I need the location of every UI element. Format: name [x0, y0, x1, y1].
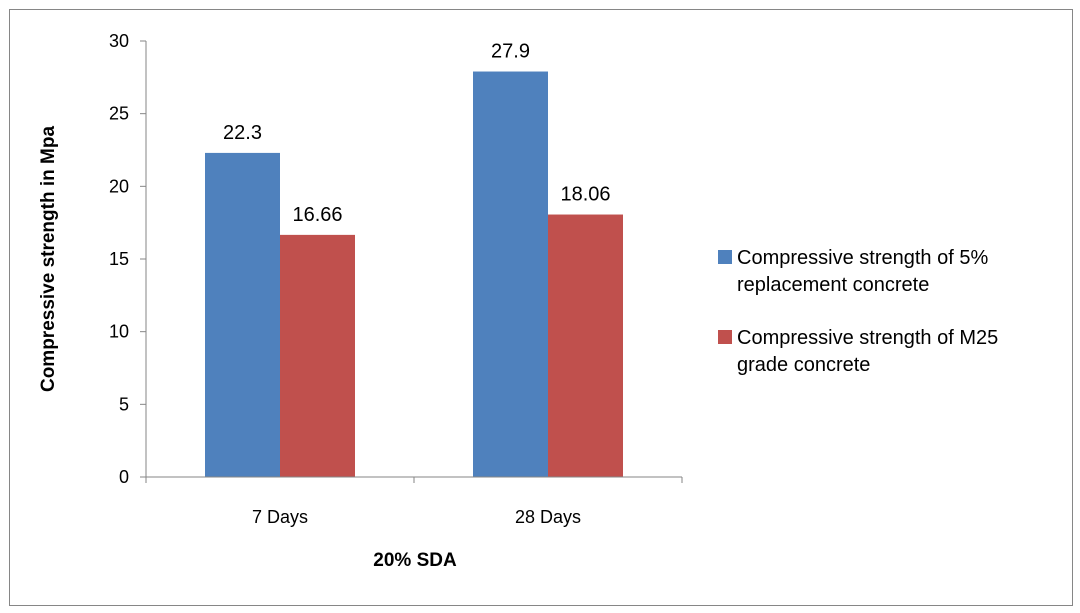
y-tick-label: 20 — [109, 176, 129, 196]
legend-swatch — [718, 330, 732, 344]
data-label: 27.9 — [491, 41, 530, 63]
y-tick-label: 5 — [119, 394, 129, 414]
data-label: 16.66 — [292, 204, 342, 226]
x-tick-label: 28 Days — [515, 507, 581, 527]
data-label: 18.06 — [560, 184, 610, 206]
legend-label: Compressive strength of 5% replacement co… — [737, 247, 988, 296]
x-axis-title: 20% SDA — [373, 550, 457, 571]
bar-series-2-1 — [280, 234, 355, 477]
legend-swatch — [718, 250, 732, 264]
bar-series-1-1 — [205, 152, 280, 477]
y-tick-label: 25 — [109, 104, 129, 124]
y-tick-label: 15 — [109, 249, 129, 269]
x-tick-label: 7 Days — [252, 507, 308, 527]
bar-series-1-2 — [473, 71, 548, 477]
chart-area: 22.3 27.9 16.66 18.06 0 5 10 15 20 25 30 7 Days 28 D… — [9, 9, 1073, 606]
y-tick-label: 10 — [109, 322, 129, 342]
data-label: 22.3 — [223, 122, 262, 144]
legend-label: Compressive strength of M25 grade concret… — [737, 327, 998, 376]
legend: Compressive strength of 5% replacement co… — [718, 247, 998, 376]
y-tick-label: 0 — [119, 467, 129, 487]
bar-chart: 22.3 27.9 16.66 18.06 0 5 10 15 20 25 30 7 Days 28 D… — [38, 31, 998, 571]
y-axis-title: Compressive strength in Mpa — [38, 126, 59, 392]
bar-series-2-2 — [548, 214, 623, 477]
y-tick-label: 30 — [109, 31, 129, 51]
